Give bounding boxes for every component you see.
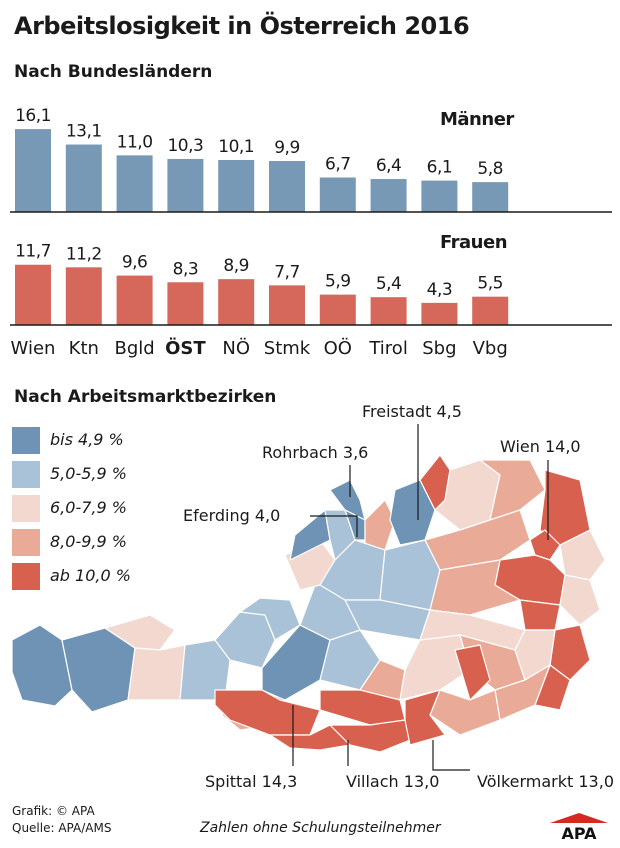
series-label-maenner: Männer bbox=[440, 109, 514, 130]
data-label: 13,1 bbox=[66, 122, 102, 142]
bar-frauen-1 bbox=[65, 267, 102, 325]
legend-label: bis 4,9 % bbox=[50, 430, 124, 449]
data-label: 11,0 bbox=[117, 132, 153, 152]
credit-text: Grafik: © APA bbox=[12, 804, 95, 818]
data-label: 7,7 bbox=[274, 262, 300, 282]
category-label: Wien bbox=[11, 338, 56, 359]
category-label: Vbg bbox=[473, 338, 508, 359]
bar-maenner-6 bbox=[319, 177, 356, 212]
map-district bbox=[127, 644, 186, 701]
legend-label: ab 10,0 % bbox=[50, 566, 131, 585]
series-label-frauen: Frauen bbox=[440, 232, 507, 253]
bar-maenner-0 bbox=[15, 129, 51, 212]
map-district bbox=[319, 539, 386, 601]
footnote: Zahlen ohne Schulungsteilnehmer bbox=[200, 820, 441, 836]
bar-maenner-5 bbox=[269, 161, 305, 212]
bar-frauen-5 bbox=[269, 285, 305, 325]
data-label: 5,9 bbox=[325, 272, 351, 292]
data-label: 8,9 bbox=[223, 256, 249, 276]
legend-swatch bbox=[12, 495, 40, 522]
legend-swatch bbox=[12, 563, 40, 590]
label-wien: Wien 14,0 bbox=[500, 437, 581, 456]
bar-frauen-2 bbox=[116, 275, 153, 325]
map-district bbox=[11, 624, 73, 707]
data-label: 4,3 bbox=[427, 280, 453, 300]
section-title-bundeslaender: Nach Bundesländern bbox=[14, 62, 213, 82]
map-district bbox=[529, 529, 561, 561]
data-label: 11,2 bbox=[66, 244, 102, 264]
data-label: 5,4 bbox=[376, 274, 402, 294]
legend-swatch bbox=[12, 529, 40, 556]
label-freistadt: Freistadt 4,5 bbox=[362, 402, 462, 421]
bar-frauen-9 bbox=[472, 296, 509, 325]
bar-charts: 16,1 13,1 11,0 10,3 10,1 9,9 6,7 6,4 6,1 5,8 11,7 1… bbox=[10, 106, 612, 359]
data-label: 10,1 bbox=[218, 137, 254, 157]
bar-maenner-1 bbox=[65, 144, 102, 212]
data-label: 6,4 bbox=[376, 156, 402, 176]
map-district bbox=[454, 644, 491, 701]
bar-maenner-7 bbox=[370, 179, 407, 212]
data-label: 16,1 bbox=[15, 106, 51, 126]
label-eferding: Eferding 4,0 bbox=[183, 506, 280, 525]
bar-frauen-4 bbox=[218, 279, 255, 325]
data-label: 5,8 bbox=[477, 159, 503, 179]
map-district bbox=[399, 634, 471, 701]
data-label: 6,1 bbox=[427, 158, 453, 178]
map-district bbox=[559, 529, 606, 581]
data-label: 11,7 bbox=[15, 242, 51, 262]
category-label: Ktn bbox=[69, 338, 99, 359]
map-district bbox=[364, 499, 396, 551]
source-text: Quelle: APA/AMS bbox=[12, 821, 112, 835]
category-label: OÖ bbox=[324, 337, 352, 359]
bar-maenner-8 bbox=[421, 180, 458, 212]
map-district bbox=[104, 614, 176, 651]
apa-logo: APA bbox=[548, 812, 610, 843]
category-label: Sbg bbox=[422, 338, 456, 359]
map-district bbox=[329, 479, 366, 521]
legend-swatch bbox=[12, 427, 40, 454]
map-district bbox=[329, 719, 411, 753]
data-label: 8,3 bbox=[173, 259, 199, 279]
category-label: Tirol bbox=[368, 338, 407, 359]
map-district bbox=[214, 689, 321, 736]
page-title: Arbeitslosigkeit in Österreich 2016 bbox=[14, 12, 470, 40]
bar-maenner-2 bbox=[116, 155, 153, 212]
bar-maenner-9 bbox=[472, 182, 509, 212]
label-rohrbach: Rohrbach 3,6 bbox=[262, 443, 368, 462]
data-label: 6,7 bbox=[325, 154, 351, 174]
map-district bbox=[519, 599, 561, 631]
legend-label: 6,0-7,9 % bbox=[50, 498, 127, 517]
category-label: Stmk bbox=[264, 338, 311, 359]
data-label: 10,3 bbox=[167, 136, 203, 156]
label-villach: Villach 13,0 bbox=[346, 772, 439, 791]
leader-line-voelkermarkt bbox=[432, 740, 470, 771]
section-title-bezirke: Nach Arbeitsmarktbezirken bbox=[14, 387, 277, 407]
map-district bbox=[179, 639, 231, 701]
label-voelkermarkt: Völkermarkt 13,0 bbox=[477, 772, 614, 791]
legend-label: 8,0-9,9 % bbox=[50, 532, 127, 551]
bar-frauen-8 bbox=[421, 302, 458, 325]
category-label: ÖST bbox=[165, 337, 206, 359]
legend-swatch bbox=[12, 461, 40, 488]
data-label: 9,6 bbox=[122, 253, 148, 273]
map-district bbox=[559, 574, 601, 626]
bar-maenner-3 bbox=[167, 158, 204, 212]
map-district bbox=[404, 689, 446, 746]
bar-frauen-7 bbox=[370, 297, 407, 325]
category-label: NÖ bbox=[222, 337, 250, 359]
svg-text:APA: APA bbox=[561, 824, 597, 840]
label-spittal: Spittal 14,3 bbox=[205, 772, 297, 791]
bar-frauen-3 bbox=[167, 282, 204, 325]
bar-frauen-6 bbox=[319, 294, 356, 325]
leader-line-eferding bbox=[310, 515, 358, 537]
legend-label: 5,0-5,9 % bbox=[50, 464, 127, 483]
data-label: 9,9 bbox=[274, 138, 300, 158]
bar-frauen-0 bbox=[15, 264, 51, 325]
bar-maenner-4 bbox=[218, 159, 255, 212]
category-label: Bgld bbox=[114, 338, 154, 359]
data-label: 5,5 bbox=[477, 274, 503, 294]
